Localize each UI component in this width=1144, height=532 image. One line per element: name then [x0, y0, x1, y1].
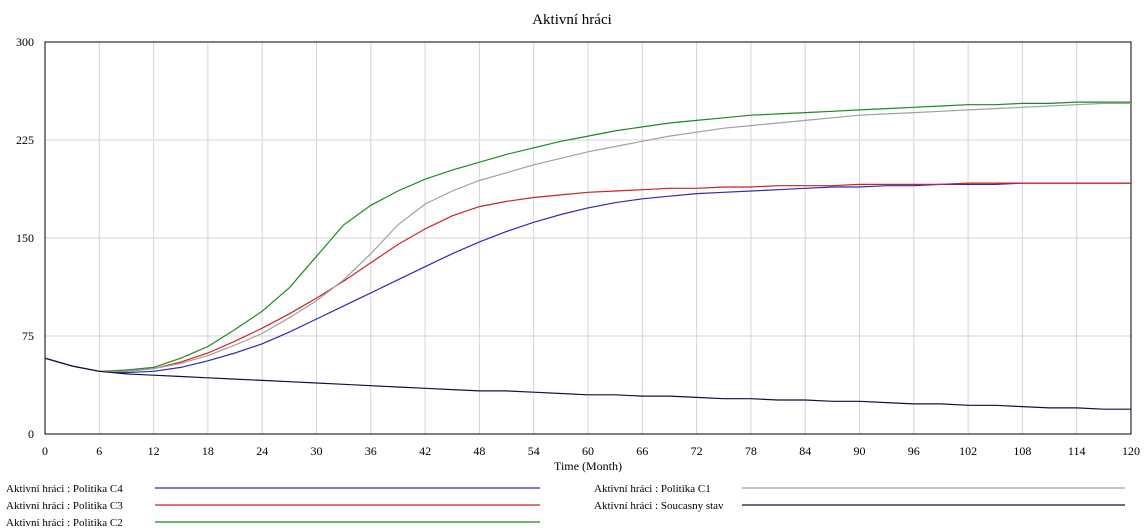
x-tick-label: 60 [582, 444, 594, 458]
x-tick-label: 48 [473, 444, 485, 458]
x-tick-label: 0 [42, 444, 48, 458]
y-tick-label: 225 [16, 133, 34, 147]
x-tick-label: 30 [311, 444, 323, 458]
x-tick-label: 108 [1013, 444, 1031, 458]
y-tick-label: 75 [22, 329, 34, 343]
series-line [44, 101, 1131, 372]
y-tick-label: 150 [16, 231, 34, 245]
x-tick-label: 36 [365, 444, 377, 458]
series-line [44, 182, 1131, 372]
legend-label: Aktivní hráci : Politika C1 [594, 483, 711, 495]
legend: Aktivní hráci : Politika C4 Aktivní hráci… [6, 483, 1125, 529]
legend-label: Aktivní hráci : Politika C4 [6, 483, 123, 495]
y-tick-label: 300 [16, 35, 34, 49]
x-tick-label: 12 [148, 444, 160, 458]
x-tick-label: 78 [745, 444, 757, 458]
x-tick-label: 18 [202, 444, 214, 458]
x-tick-label: 72 [691, 444, 703, 458]
x-tick-label: 102 [959, 444, 977, 458]
series-lines [44, 101, 1131, 410]
legend-label: Aktivní hráci : Soucasny stav [594, 500, 724, 512]
y-tick-label: 0 [28, 427, 34, 441]
legend-label: Aktivní hráci : Politika C2 [6, 517, 123, 529]
y-axis: 0 75 150 225 300 [16, 35, 34, 441]
grid [44, 41, 1132, 435]
x-tick-label: 66 [636, 444, 648, 458]
series-line [44, 102, 1131, 372]
x-tick-label: 114 [1068, 444, 1086, 458]
plot-frame [44, 41, 1132, 435]
x-tick-label: 96 [908, 444, 920, 458]
x-tick-label: 6 [96, 444, 102, 458]
x-axis-label: Time (Month) [554, 459, 622, 473]
x-tick-label: 24 [256, 444, 268, 458]
x-axis: 0 6 12 18 24 30 36 42 48 54 60 66 72 78 84 90 96 102 108 11… [42, 444, 1140, 458]
x-tick-label: 120 [1122, 444, 1140, 458]
x-tick-label: 42 [419, 444, 431, 458]
x-tick-label: 54 [528, 444, 540, 458]
x-tick-label: 90 [854, 444, 866, 458]
chart-title: Aktivní hráci [532, 12, 612, 28]
series-line [44, 357, 1131, 410]
x-tick-label: 84 [799, 444, 811, 458]
legend-label: Aktivní hráci : Politika C3 [6, 500, 123, 512]
